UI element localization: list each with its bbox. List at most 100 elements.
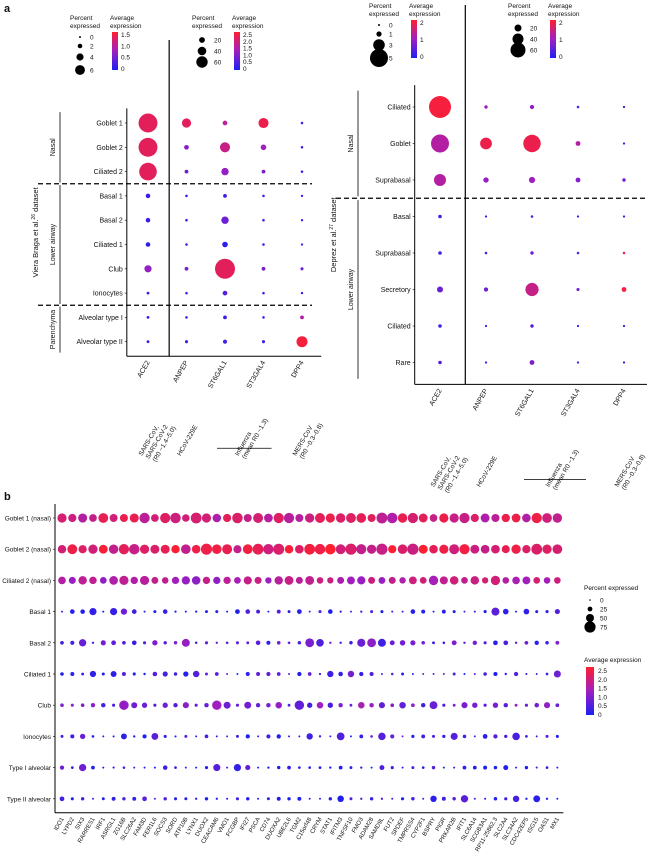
dot (481, 577, 489, 584)
dot (223, 513, 232, 523)
gene-label: OAS1 (538, 816, 552, 833)
dot (378, 732, 386, 741)
dot (144, 265, 152, 273)
row-label: Type I alveolar (9, 765, 52, 772)
dot (401, 766, 404, 769)
dot (449, 544, 460, 555)
dot (185, 194, 188, 198)
dot (223, 576, 231, 585)
dot (308, 766, 311, 769)
dot (112, 735, 115, 738)
dot (262, 194, 265, 198)
dot (329, 766, 332, 769)
dot (480, 513, 490, 523)
dot (482, 734, 488, 739)
dot (429, 701, 438, 710)
dot (283, 512, 295, 524)
dot (91, 765, 95, 770)
dot (316, 577, 324, 584)
dot (295, 544, 304, 554)
dot (305, 575, 315, 585)
size-legend2-title: expressed (508, 11, 538, 18)
row-label: Ionocytes (23, 734, 52, 741)
dot (439, 513, 449, 523)
dot (300, 291, 304, 295)
dot (296, 609, 302, 614)
dot (245, 765, 251, 771)
dot (421, 766, 425, 769)
dot (438, 360, 442, 365)
dot (380, 673, 383, 675)
dot (512, 795, 520, 803)
dot (338, 671, 343, 677)
dot (181, 638, 190, 647)
dot (411, 734, 415, 738)
dot (463, 610, 466, 613)
dot (523, 134, 541, 153)
dot (57, 513, 67, 523)
dot (223, 194, 227, 198)
gene-label: DPP4 (291, 360, 306, 379)
dot (316, 639, 324, 647)
dot (576, 287, 580, 292)
dot (524, 765, 529, 770)
row-label: Ciliated 1 (24, 672, 51, 679)
dot (213, 764, 221, 772)
dot (78, 763, 87, 772)
dot (243, 576, 252, 585)
dot (185, 316, 188, 319)
dot (163, 641, 167, 645)
panel-b-dotplot: Goblet 1 (nasal) Goblet 2 (nasal) Ciliated… (2, 504, 642, 853)
dot (379, 765, 385, 771)
dot (622, 215, 626, 218)
dot (346, 513, 356, 523)
row-label: Basal 1 (29, 609, 51, 616)
dot (244, 701, 252, 709)
dot (146, 340, 150, 344)
dot (501, 545, 510, 554)
dot (432, 610, 435, 613)
dot (80, 609, 85, 614)
gene-label: ANPEP (472, 388, 490, 412)
row-label: Goblet 1 (96, 121, 123, 128)
dot (307, 672, 312, 676)
dot (257, 766, 260, 769)
dot (261, 340, 266, 344)
dot (429, 544, 438, 554)
dot (525, 282, 539, 297)
dot (484, 215, 488, 218)
dot (483, 765, 488, 770)
dot (108, 544, 119, 554)
dot (490, 575, 501, 586)
dot (234, 577, 241, 584)
row-label: Basal (393, 214, 411, 221)
dot (452, 610, 456, 614)
size-legend-label: 6 (90, 68, 94, 75)
dot (349, 766, 353, 770)
dot (70, 703, 74, 707)
dot (411, 766, 415, 770)
color-legend-tick: 1.0 (121, 43, 130, 50)
dot (452, 797, 456, 801)
dot (525, 797, 528, 800)
size-legend-title: Percent expressed (584, 585, 639, 592)
row-label: Rare (396, 360, 411, 367)
dot (181, 544, 191, 555)
dot (266, 671, 271, 677)
dot (408, 576, 417, 585)
dot (109, 514, 118, 522)
dataset-label-sup: 27 (329, 224, 335, 230)
size-legend-label: 1 (389, 32, 393, 39)
dot (429, 514, 438, 522)
dot (480, 544, 490, 554)
dot (146, 291, 150, 295)
size-legend-dot (373, 39, 385, 51)
dot (622, 324, 626, 328)
dot (98, 544, 108, 554)
dot (470, 513, 479, 523)
dot (185, 291, 188, 295)
dot (258, 117, 269, 129)
dot (70, 766, 74, 769)
dot (267, 766, 270, 769)
dot (232, 512, 243, 524)
